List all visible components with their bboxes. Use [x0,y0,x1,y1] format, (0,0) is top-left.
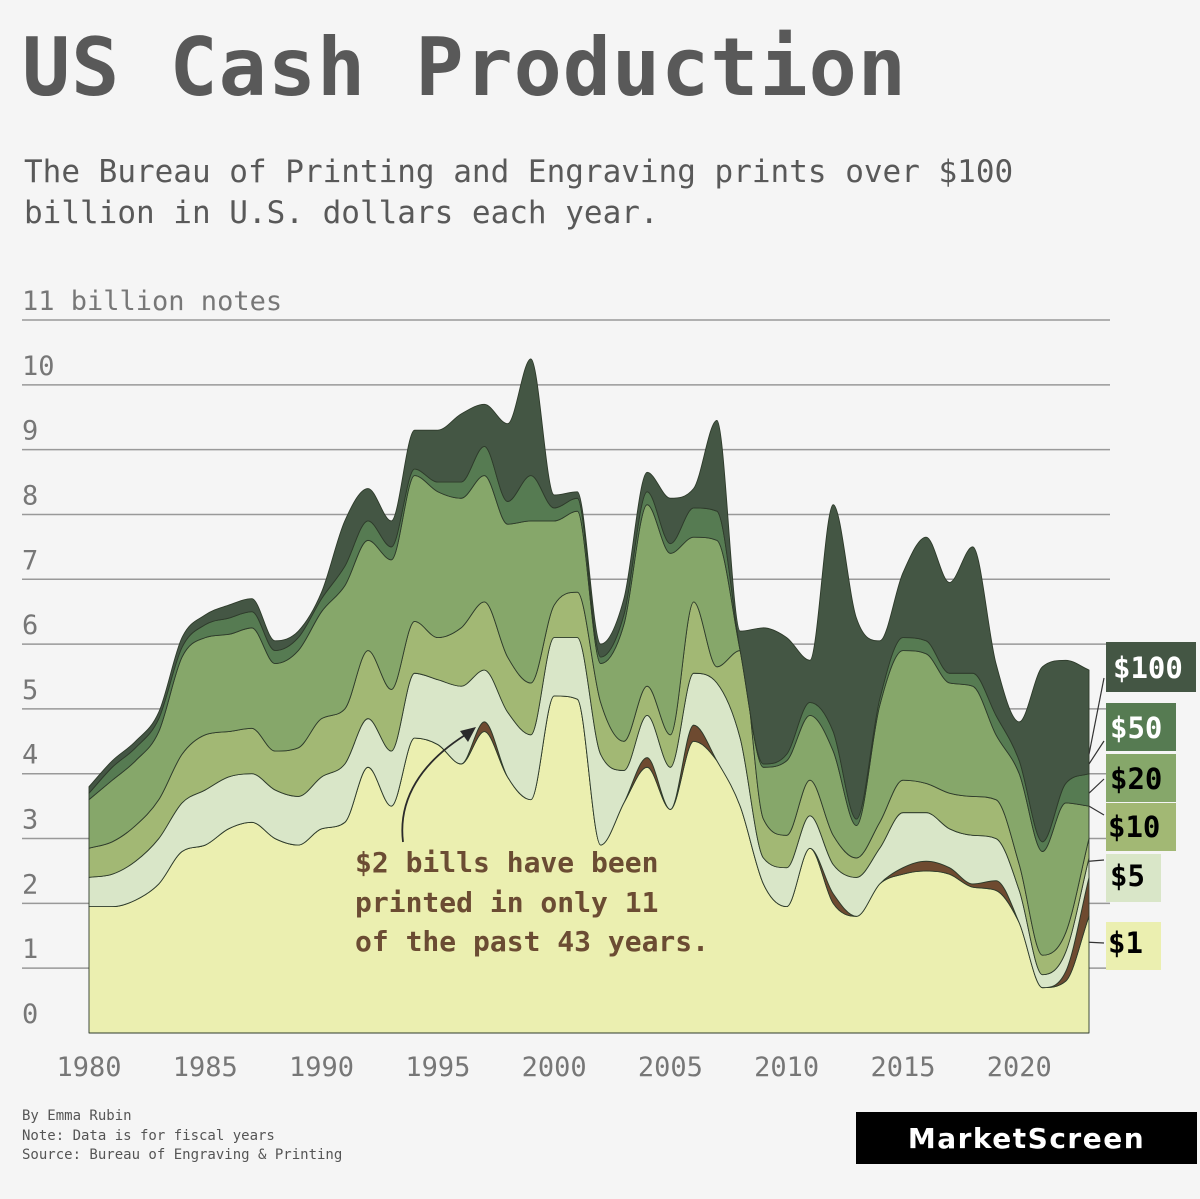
legend-label-usd-10: $10 [1108,810,1160,844]
y-tick-label-0: 0 [22,999,38,1030]
y-tick-label-3: 3 [22,805,38,836]
legend-label-usd-20: $20 [1110,762,1162,796]
y-axis-tick-labels: 0 1 2 3 4 5 6 7 8 9 10 11 billion notes [22,286,282,1030]
annotation-arrowhead [460,727,476,742]
y-tick-label-2: 2 [22,869,38,900]
x-tick-label-2010: 2010 [754,1052,819,1083]
legend-swatch-usd-5[interactable] [1106,854,1161,902]
legend-connector-usd-50 [1088,740,1105,765]
legend: $100 $50 $20 $10 $5 $1 [1088,642,1196,970]
y-tick-label-6: 6 [22,610,38,641]
area-usd-100[interactable] [88,358,1090,843]
legend-swatch-usd-50[interactable] [1106,703,1176,751]
legend-swatch-usd-20[interactable] [1106,754,1176,802]
chart-subtitle: The Bureau of Printing and Engraving pri… [24,154,1014,231]
x-tick-label-1990: 1990 [289,1052,354,1083]
x-tick-label-2000: 2000 [522,1052,587,1083]
data-source: Source: Bureau of Engraving & Printing [22,1147,343,1163]
legend-swatch-usd-1[interactable] [1106,922,1161,970]
byline: By Emma Rubin [22,1108,132,1124]
legend-connector-usd-100 [1088,677,1105,755]
y-tick-label-10: 10 [22,351,55,382]
y-tick-label-5: 5 [22,675,38,706]
legend-label-usd-50: $50 [1110,711,1162,745]
y-tick-label-9: 9 [22,416,38,447]
annotation-line-1: $2 bills have been [355,846,658,879]
annotation-arrow [401,731,471,843]
y-axis-top-label: 11 billion notes [22,286,282,317]
annotation: $2 bills have been printed in only 11 of… [355,727,709,958]
y-tick-label-4: 4 [22,740,38,771]
chart-title: US Cash Production [22,21,907,114]
y-tick-label-1: 1 [22,934,38,965]
data-note: Note: Data is for fiscal years [22,1127,275,1144]
x-axis-tick-labels: 1980 1985 1990 1995 2000 2005 2010 2015 2020 [56,1052,1051,1083]
annotation-line-2: printed in only 11 [355,886,658,919]
x-tick-label-2015: 2015 [870,1052,935,1083]
legend-label-usd-1: $1 [1108,926,1143,960]
legend-swatch-usd-10[interactable] [1106,803,1176,851]
x-tick-label-1980: 1980 [56,1052,121,1083]
x-tick-label-1985: 1985 [173,1052,238,1083]
x-tick-label-2005: 2005 [638,1052,703,1083]
legend-swatch-usd-100[interactable] [1106,642,1196,692]
area-series [88,358,1090,1034]
legend-label-usd-5: $5 [1110,859,1145,893]
legend-connector-usd-20 [1088,778,1105,794]
annotation-line-3: of the past 43 years. [355,925,709,958]
footer-credits: By Emma Rubin Note: Data is for fiscal y… [22,1107,342,1166]
legend-connector-usd-10 [1088,805,1105,816]
y-tick-label-7: 7 [22,545,38,576]
legend-label-usd-100: $100 [1113,651,1183,685]
legend-connector-usd-5 [1088,859,1105,862]
legend-connector-usd-1 [1088,941,1105,944]
y-tick-label-8: 8 [22,480,38,511]
brand-logo[interactable]: MarketScreen [856,1112,1197,1164]
x-tick-label-2020: 2020 [987,1052,1052,1083]
x-tick-label-1995: 1995 [405,1052,470,1083]
